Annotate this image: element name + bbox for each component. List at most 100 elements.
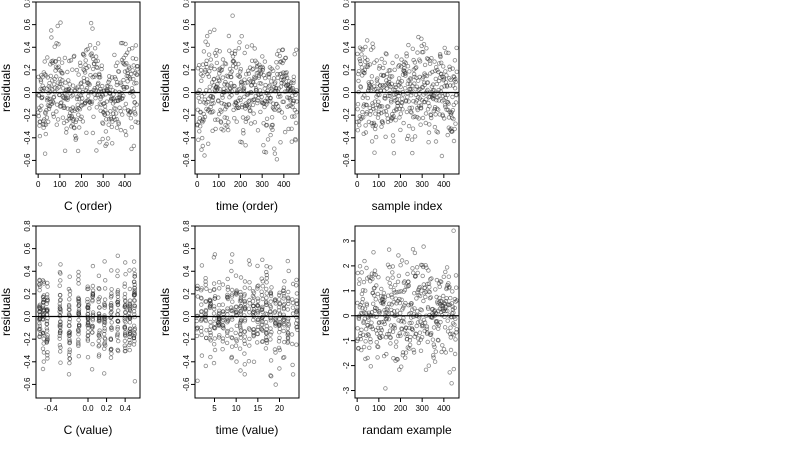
- data-point: [107, 77, 112, 83]
- data-point: [75, 148, 81, 154]
- data-point: [120, 40, 125, 46]
- data-point: [429, 276, 434, 281]
- data-point: [448, 295, 453, 301]
- data-point: [41, 359, 46, 364]
- data-point: [67, 340, 72, 345]
- data-point: [258, 109, 263, 115]
- data-point: [443, 104, 448, 110]
- data-point: [76, 337, 81, 342]
- data-point: [36, 92, 42, 98]
- data-point: [101, 315, 107, 320]
- data-point: [66, 352, 72, 357]
- data-point: [56, 56, 62, 62]
- data-point: [85, 325, 91, 331]
- data-point: [122, 105, 127, 111]
- data-point: [122, 260, 128, 265]
- data-point: [274, 60, 279, 65]
- data-point: [133, 56, 139, 62]
- data-point: [76, 340, 81, 345]
- data-point: [52, 85, 58, 90]
- data-point: [121, 61, 127, 66]
- data-point: [401, 320, 407, 325]
- data-point: [358, 58, 363, 64]
- data-point: [357, 123, 362, 128]
- data-point: [86, 322, 91, 328]
- data-point: [58, 262, 63, 267]
- data-point: [108, 347, 114, 352]
- data-point: [443, 350, 448, 355]
- x-tick-label: 100: [212, 180, 226, 189]
- data-point: [385, 332, 390, 337]
- data-point: [286, 295, 291, 300]
- data-point: [229, 89, 235, 94]
- data-point: [408, 77, 413, 82]
- data-point: [450, 107, 456, 113]
- data-point: [281, 355, 286, 360]
- data-point: [206, 52, 212, 57]
- data-point: [445, 318, 450, 323]
- data-point: [289, 114, 295, 119]
- data-point: [199, 135, 205, 141]
- data-point: [106, 84, 111, 89]
- data-point: [259, 94, 264, 100]
- data-point: [220, 302, 225, 307]
- y-tick-label: 0.6: [23, 243, 32, 255]
- data-point: [128, 115, 134, 121]
- data-point: [367, 62, 373, 67]
- data-point: [377, 320, 382, 325]
- y-tick-label: 0.2: [182, 288, 191, 300]
- data-point: [433, 76, 438, 82]
- data-point: [226, 119, 231, 125]
- data-point: [41, 336, 46, 342]
- data-point: [376, 275, 381, 280]
- data-point: [418, 348, 424, 353]
- data-point: [133, 112, 138, 117]
- data-point: [70, 92, 76, 98]
- data-point: [264, 264, 269, 269]
- data-point: [446, 274, 451, 279]
- data-point: [121, 93, 126, 98]
- x-tick-label: 0: [36, 180, 41, 189]
- data-point: [420, 115, 426, 121]
- data-point: [355, 101, 361, 107]
- data-point: [233, 343, 239, 348]
- data-point: [373, 105, 378, 111]
- data-point: [242, 279, 248, 284]
- data-point: [410, 307, 415, 312]
- data-point: [228, 259, 234, 264]
- data-point: [239, 34, 244, 39]
- data-point: [447, 370, 452, 375]
- data-point: [255, 284, 260, 289]
- data-point: [375, 115, 381, 120]
- data-point: [42, 72, 48, 77]
- data-point: [208, 57, 213, 62]
- data-point: [134, 72, 140, 77]
- data-point: [444, 50, 449, 55]
- data-point: [408, 109, 413, 114]
- data-point: [76, 281, 81, 286]
- x-tick-label: 0: [195, 180, 200, 189]
- data-point: [215, 117, 220, 122]
- data-point: [277, 301, 283, 306]
- data-point: [131, 298, 137, 303]
- data-point: [251, 66, 256, 71]
- x-tick-label: 400: [277, 180, 291, 189]
- data-point: [45, 284, 50, 289]
- data-point: [229, 268, 234, 274]
- data-point: [260, 339, 265, 344]
- data-point: [268, 358, 274, 363]
- data-point: [377, 63, 382, 69]
- data-point: [57, 304, 63, 309]
- data-point: [74, 117, 79, 122]
- data-point: [45, 280, 50, 286]
- data-point: [109, 325, 114, 331]
- data-point: [391, 139, 396, 144]
- data-point: [365, 64, 370, 69]
- data-point: [90, 342, 95, 347]
- data-point: [220, 95, 225, 100]
- data-point: [211, 76, 217, 82]
- data-point: [44, 326, 49, 331]
- data-point: [76, 125, 82, 130]
- data-point: [228, 305, 234, 310]
- data-point: [256, 75, 261, 80]
